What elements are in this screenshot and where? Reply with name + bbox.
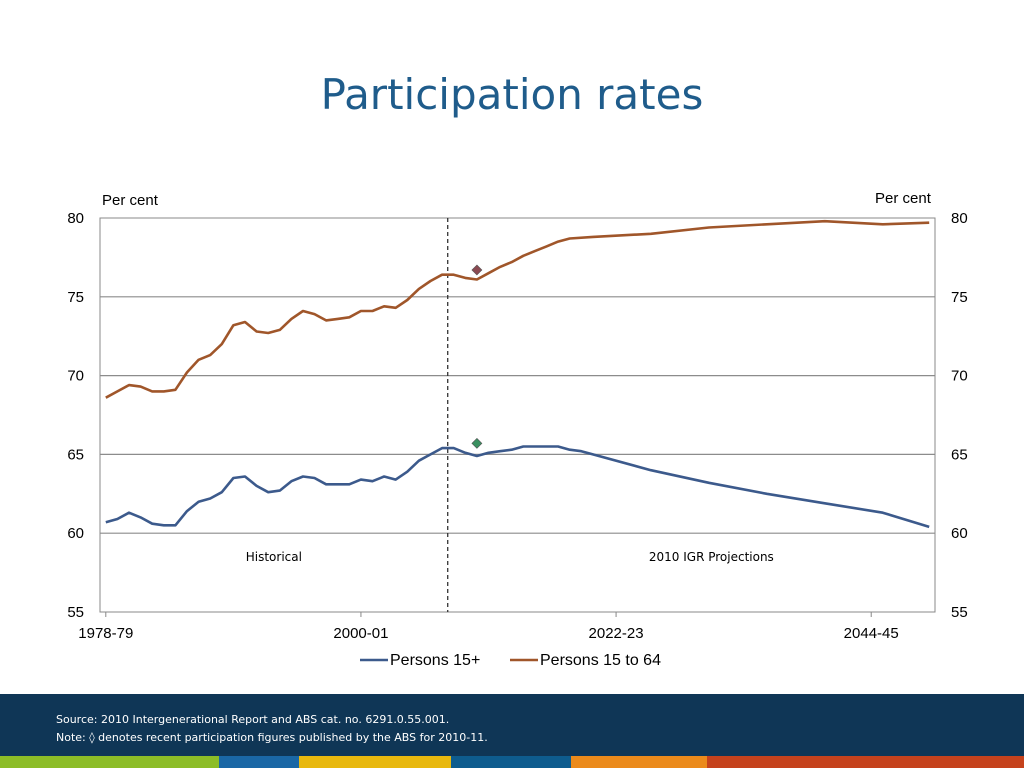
- recent-figure-marker-2: [471, 264, 483, 276]
- y-tick-label-left: 80: [67, 210, 84, 227]
- x-tick-label: 1978-79: [78, 625, 133, 642]
- y-tick-label-right: 65: [951, 446, 968, 463]
- y-tick-label-right: 60: [951, 525, 968, 542]
- stripe-segment: [299, 756, 451, 768]
- stripe-segment: [219, 756, 299, 768]
- y-tick-label-left: 55: [67, 604, 84, 621]
- x-tick-label: 2022-23: [589, 625, 644, 642]
- y-tick-label-right: 55: [951, 604, 968, 621]
- y-tick-label-left: 75: [67, 289, 84, 306]
- legend-label-2: Persons 15 to 64: [540, 652, 661, 669]
- series-line-2: [105, 219, 930, 399]
- plot-frame: [99, 217, 936, 613]
- stripe-segment: [571, 756, 707, 768]
- stripe-segment: [451, 756, 571, 768]
- marker-note: Note: ◊ denotes recent participation fig…: [56, 731, 488, 744]
- x-tick-label: 2044-45: [844, 625, 899, 642]
- legend-label-1: Persons 15+: [390, 652, 480, 669]
- y-tick-label-right: 70: [951, 368, 968, 385]
- source-note: Source: 2010 Intergenerational Report an…: [56, 713, 450, 726]
- page-title: Participation rates: [320, 70, 704, 119]
- footer-panel: Source: 2010 Intergenerational Report an…: [0, 694, 1024, 756]
- stripe-segment: [707, 756, 1024, 768]
- y-tick-label-right: 75: [951, 289, 968, 306]
- line-chart: 55 55 60 60 65 65 70 70 75 75 80 80 1978-79 2000-01 20…: [67, 210, 968, 669]
- y-tick-label-left: 65: [67, 446, 84, 463]
- series-line-1: [105, 445, 930, 529]
- y-tick-label-left: 70: [67, 368, 84, 385]
- stripe-segment: [0, 756, 219, 768]
- y-axis-label-left: Per cent: [102, 192, 158, 209]
- y-axis-label-right: Per cent: [875, 190, 931, 207]
- recent-figure-marker-1: [471, 437, 483, 449]
- region-label-projections: 2010 IGR Projections: [649, 550, 774, 564]
- y-tick-label-left: 60: [67, 525, 84, 542]
- region-label-historical: Historical: [246, 550, 302, 564]
- y-tick-label-right: 80: [951, 210, 968, 227]
- x-tick-label: 2000-01: [333, 625, 388, 642]
